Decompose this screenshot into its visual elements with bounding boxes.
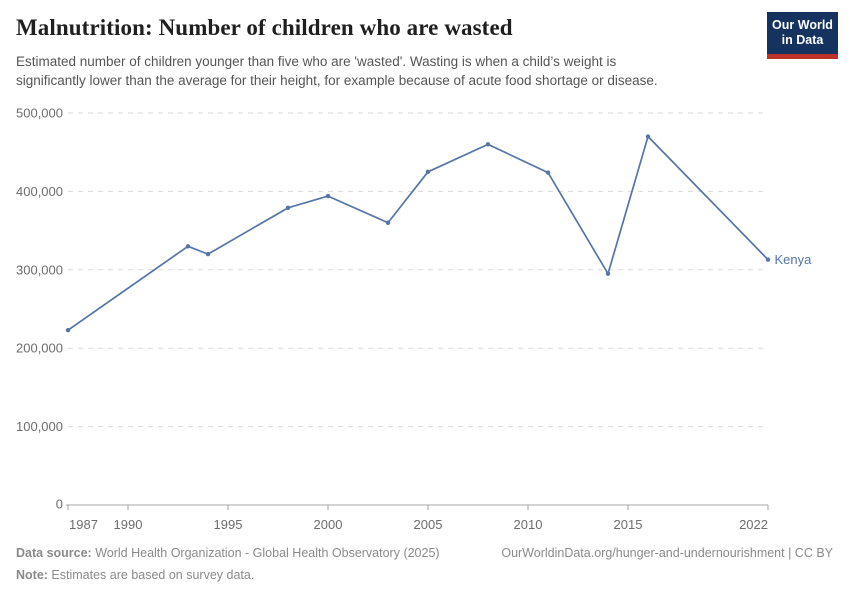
x-tick-label: 1995 — [214, 517, 243, 532]
data-point — [65, 327, 71, 333]
data-source-label: Data source: — [16, 546, 92, 560]
data-point — [485, 142, 491, 147]
x-tick-label: 1987 — [69, 517, 98, 532]
owid-logo-line1: Our World — [772, 18, 833, 32]
data-point — [605, 271, 611, 276]
y-tick-label: 0 — [56, 497, 63, 512]
note-label: Note: — [16, 568, 48, 583]
chart-title: Malnutrition: Number of children who are… — [16, 15, 513, 40]
data-point — [425, 169, 431, 174]
x-tick-label: 1990 — [114, 517, 143, 532]
data-point — [205, 251, 211, 257]
data-point — [545, 170, 551, 175]
data-source-line: Data source: World Health Organization -… — [16, 542, 440, 564]
x-tick-label: 2000 — [314, 517, 343, 532]
data-point — [765, 257, 771, 262]
data-point — [185, 244, 191, 249]
chart-footer: Data source: World Health Organization -… — [16, 542, 833, 587]
x-tick-label: 2005 — [414, 517, 443, 532]
data-source-text: World Health Organization - Global Healt… — [91, 546, 440, 560]
note-text: Estimates are based on survey data. — [47, 568, 255, 583]
data-point — [325, 193, 331, 199]
attribution-url: OurWorldinData.org/hunger-and-undernouri… — [501, 546, 833, 560]
y-tick-label: 200,000 — [16, 341, 63, 356]
x-tick-label: 2015 — [614, 517, 643, 532]
y-tick-label: 300,000 — [16, 262, 63, 277]
x-tick-label: 2010 — [514, 517, 543, 532]
data-point — [285, 205, 291, 211]
data-point — [385, 220, 391, 225]
chart-subtitle: Estimated number of children younger tha… — [16, 54, 658, 88]
y-tick-label: 500,000 — [16, 106, 63, 121]
owid-logo-line2: in Data — [781, 33, 824, 48]
series-label-kenya: Kenya — [775, 252, 813, 267]
owid-logo: Our World in Data — [767, 12, 838, 59]
y-tick-label: 100,000 — [16, 419, 63, 434]
note-line: Note: Estimates are based on survey data… — [16, 568, 254, 582]
y-tick-label: 400,000 — [16, 184, 63, 199]
data-point — [645, 134, 651, 139]
chart-canvas: 0 100,000 200,000 300,000 400,000 500,000 1987… — [16, 106, 813, 533]
kenya-data-line — [67, 135, 769, 332]
x-tick-label: 2022 — [739, 517, 768, 532]
